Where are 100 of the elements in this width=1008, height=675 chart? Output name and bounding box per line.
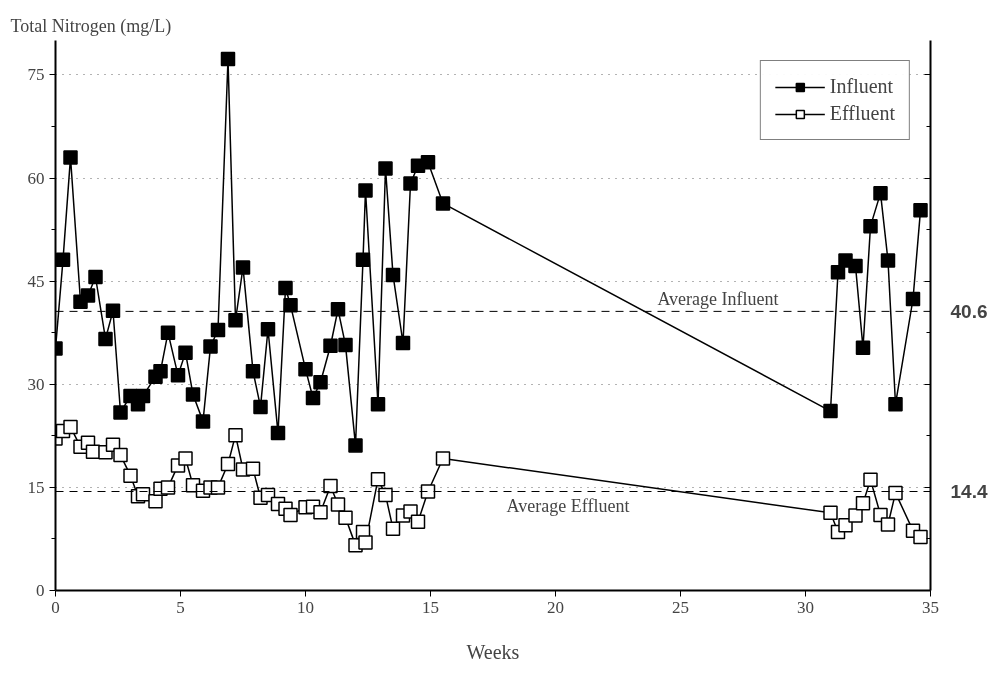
point: [873, 185, 888, 201]
point: [185, 387, 201, 402]
point: [203, 339, 218, 354]
point: [358, 535, 373, 550]
point: [880, 253, 896, 268]
point: [88, 269, 103, 285]
point: [888, 396, 903, 412]
point: [113, 447, 128, 463]
point: [855, 340, 871, 356]
annotation: Average Influent: [657, 289, 779, 310]
point: [358, 183, 373, 198]
point: [395, 335, 411, 351]
point: [260, 322, 276, 337]
y-tick-label: 0: [36, 581, 45, 600]
y-tick-label: 30: [27, 374, 45, 394]
point: [220, 456, 236, 472]
legend-label: Influent: [829, 75, 894, 98]
point: [880, 517, 896, 532]
point: [848, 258, 863, 274]
point: [420, 154, 436, 170]
point: [330, 497, 346, 512]
point: [195, 414, 211, 429]
point: [323, 338, 338, 353]
point: [348, 438, 363, 453]
x-tick-label: 30: [797, 597, 814, 617]
x-tick-label: 5: [176, 597, 185, 617]
x-tick-label: 0: [51, 597, 60, 617]
point: [160, 480, 176, 495]
x-tick-label: 25: [672, 597, 689, 617]
point: [245, 363, 261, 379]
point: [178, 345, 193, 360]
point: [80, 288, 96, 303]
point: [913, 203, 928, 218]
y-tick-label: 15: [27, 477, 45, 497]
point: [435, 196, 451, 211]
point: [823, 505, 838, 521]
point: [305, 390, 321, 406]
point: [123, 468, 138, 483]
point: [888, 485, 903, 501]
point: [210, 480, 226, 495]
point: [283, 297, 298, 313]
point: [63, 419, 78, 435]
point: [148, 493, 163, 509]
point: [435, 451, 451, 466]
point: [848, 508, 863, 523]
point: [370, 471, 386, 487]
point: [905, 291, 921, 307]
point: [378, 487, 393, 503]
y-tick-label: 60: [27, 168, 45, 188]
point: [98, 331, 113, 347]
point: [153, 363, 168, 379]
point: [245, 461, 261, 477]
point: [410, 514, 426, 529]
point: [253, 399, 268, 415]
point: [823, 403, 838, 419]
ref-line-label: 40.6: [950, 300, 988, 322]
point: [113, 405, 128, 420]
point: [370, 396, 386, 412]
point: [235, 260, 251, 275]
point: [420, 484, 436, 499]
point: [135, 388, 151, 404]
point: [863, 218, 878, 234]
x-tick-label: 15: [422, 597, 439, 617]
x-tick-label: 20: [547, 597, 564, 617]
point: [298, 361, 313, 377]
point: [178, 451, 193, 466]
point: [63, 150, 78, 165]
point: [313, 374, 328, 390]
point: [403, 504, 418, 519]
point: [863, 472, 878, 488]
point: [385, 267, 401, 283]
legend-label: Effluent: [829, 102, 895, 125]
point: [403, 176, 418, 191]
point: [338, 337, 353, 353]
point: [105, 303, 121, 318]
point: [270, 425, 286, 441]
x-tick-label: 10: [297, 597, 314, 617]
point: [220, 51, 236, 67]
annotation: Average Effluent: [506, 495, 630, 516]
point: [338, 510, 353, 525]
point: [228, 427, 243, 443]
point: [170, 368, 186, 383]
point: [210, 322, 226, 338]
point: [313, 504, 328, 520]
point: [913, 529, 928, 545]
point: [385, 521, 401, 536]
x-tick-label: 35: [922, 597, 939, 617]
point: [278, 280, 293, 296]
point: [355, 252, 371, 268]
point: [228, 313, 243, 328]
point: [855, 495, 871, 511]
point: [160, 325, 176, 340]
point: [330, 302, 346, 317]
y-axis-title: Total Nitrogen (mg/L): [10, 15, 172, 37]
point: [323, 478, 338, 494]
point: [283, 507, 298, 523]
y-tick-label: 75: [27, 65, 45, 85]
x-axis-title: Weeks: [466, 640, 520, 663]
y-tick-label: 45: [27, 271, 45, 291]
ref-line-label: 14.4: [950, 481, 988, 502]
